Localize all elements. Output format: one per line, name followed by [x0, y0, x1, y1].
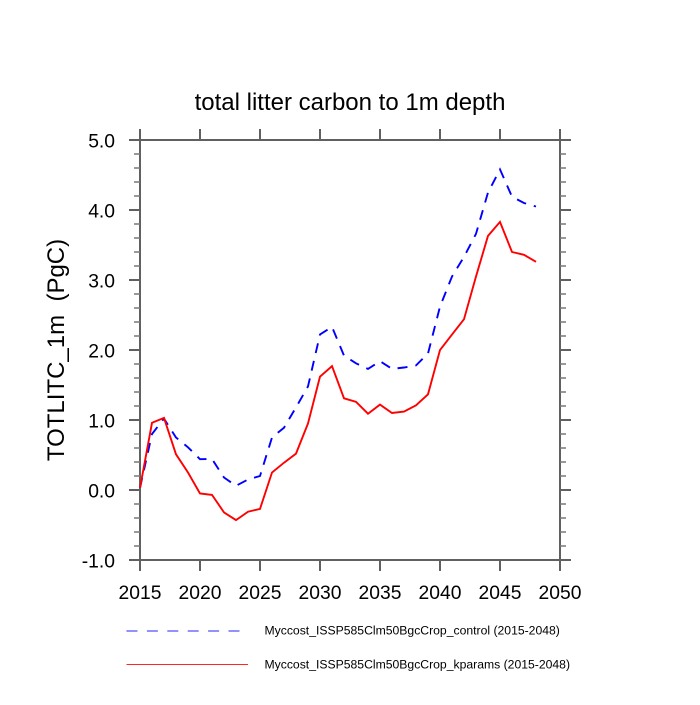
svg-text:3.0: 3.0	[88, 271, 115, 292]
svg-text:2020: 2020	[179, 583, 222, 604]
svg-text:2025: 2025	[239, 583, 282, 604]
svg-text:2.0: 2.0	[88, 341, 115, 362]
svg-text:2040: 2040	[419, 583, 462, 604]
svg-text:-1.0: -1.0	[82, 551, 115, 572]
svg-text:2035: 2035	[359, 583, 402, 604]
svg-text:2045: 2045	[479, 583, 522, 604]
svg-text:TOTLITC_1m (PgC): TOTLITC_1m (PgC)	[43, 239, 70, 461]
svg-text:0.0: 0.0	[88, 481, 115, 502]
svg-text:2030: 2030	[299, 583, 342, 604]
svg-text:4.0: 4.0	[88, 201, 115, 222]
svg-text:2050: 2050	[539, 583, 582, 604]
svg-text:2015: 2015	[119, 583, 162, 604]
svg-text:5.0: 5.0	[88, 131, 115, 152]
svg-text:Myccost_ISSP585Clm50BgcCrop_co: Myccost_ISSP585Clm50BgcCrop_control (201…	[265, 624, 560, 638]
svg-text:total litter carbon to 1m dept: total litter carbon to 1m depth	[195, 89, 506, 116]
svg-text:1.0: 1.0	[88, 411, 115, 432]
svg-text:Myccost_ISSP585Clm50BgcCrop_kp: Myccost_ISSP585Clm50BgcCrop_kparams (201…	[265, 657, 571, 671]
